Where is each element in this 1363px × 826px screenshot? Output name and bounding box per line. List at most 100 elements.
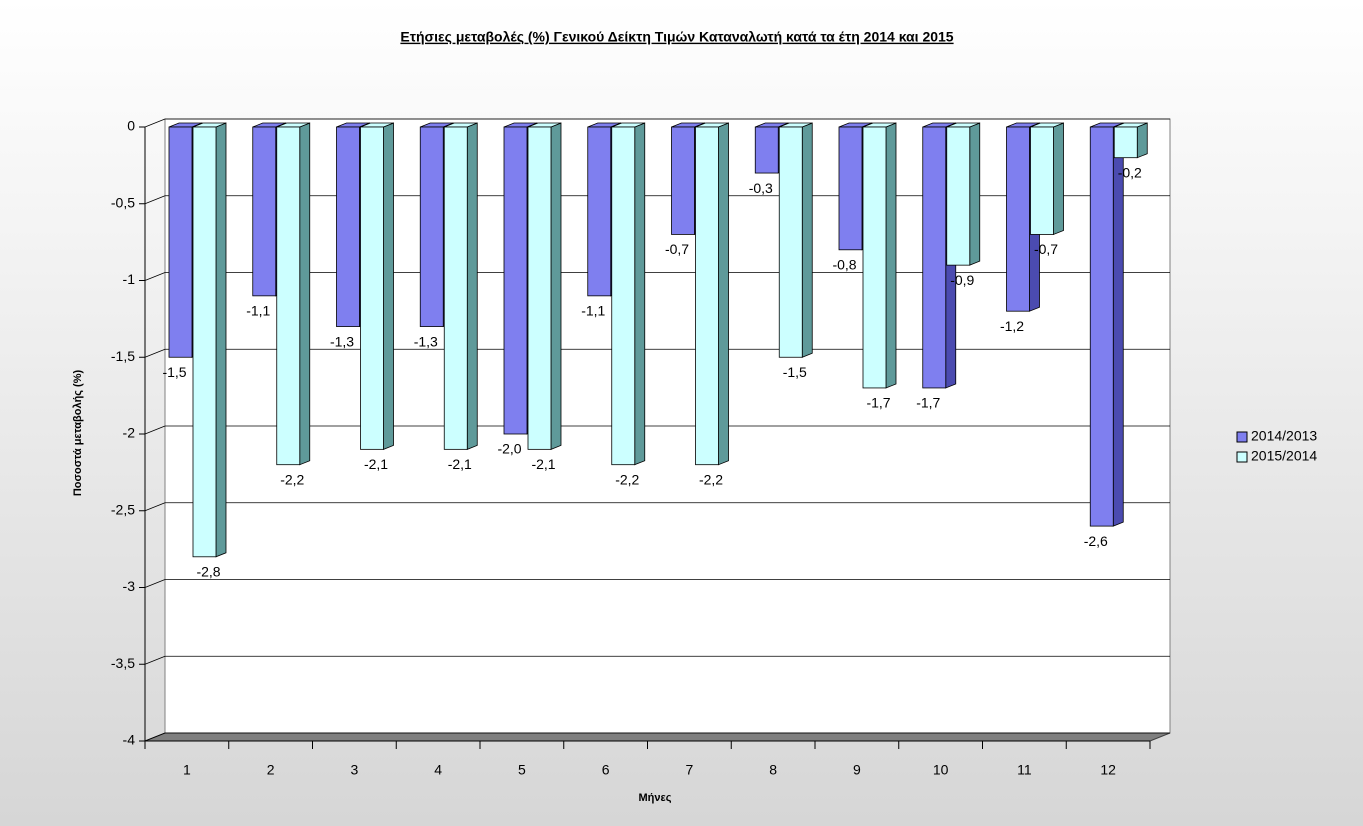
y-tick-label: -3,5 — [111, 655, 135, 671]
bar — [946, 122, 981, 266]
bar-front — [503, 126, 528, 435]
bar-front — [419, 126, 444, 327]
y-tick-label: -0,5 — [111, 194, 135, 210]
bar — [443, 122, 478, 450]
bar-front — [611, 126, 636, 466]
grid-connector — [144, 195, 166, 205]
bar — [862, 122, 897, 389]
grid-connector — [144, 425, 166, 435]
bar-front — [336, 126, 360, 327]
bar-side — [215, 122, 227, 558]
value-label: -1,5 — [162, 364, 186, 380]
x-tick-label: 11 — [1017, 762, 1032, 778]
bar-side — [634, 122, 646, 466]
bar-front — [1006, 126, 1030, 312]
bar-front — [838, 126, 863, 251]
grid-connector — [144, 348, 166, 358]
x-tick-label: 4 — [434, 762, 442, 778]
x-tick-label: 3 — [350, 762, 358, 778]
y-tick-label: -1 — [123, 271, 136, 287]
value-label: -1,5 — [783, 364, 807, 380]
chart-title: Ετήσιες μεταβολές (%) Γενικού Δείκτη Τιμ… — [400, 29, 953, 45]
bar-front — [946, 126, 971, 266]
y-tick-label: -2 — [123, 425, 136, 441]
value-label: -1,1 — [246, 303, 270, 319]
bar-side — [885, 122, 897, 389]
y-tick-label: 0 — [127, 118, 135, 134]
value-label: -1,2 — [1000, 318, 1024, 334]
x-tick-label: 8 — [769, 762, 777, 778]
value-label: -1,7 — [866, 395, 890, 411]
legend-label: 2014/2013 — [1251, 428, 1317, 444]
value-label: -0,9 — [950, 272, 974, 288]
bar-side — [299, 122, 311, 466]
value-label: -0,7 — [1034, 241, 1058, 257]
bar-front — [587, 126, 612, 297]
bar-front — [443, 126, 468, 450]
bar — [778, 122, 813, 358]
grid-connector — [144, 579, 166, 588]
y-tick-label: -4 — [123, 732, 136, 748]
value-label: -2,1 — [531, 456, 555, 472]
value-label: -2,2 — [615, 471, 639, 487]
value-label: -2,6 — [1084, 533, 1108, 549]
bar-side — [1112, 122, 1124, 527]
y-axis-label: Ποσοστά μεταβολής (%) — [72, 370, 84, 497]
value-label: -2,2 — [699, 471, 723, 487]
bar-front — [1089, 126, 1114, 527]
legend-swatch — [1236, 431, 1248, 443]
bar — [1089, 122, 1124, 527]
bar — [1113, 122, 1148, 159]
value-label: -2,1 — [448, 456, 472, 472]
value-label: -0,3 — [749, 180, 773, 196]
x-tick-label: 10 — [933, 762, 949, 778]
bar-front — [252, 126, 277, 297]
y-tick-label: -1,5 — [111, 348, 135, 364]
y-tick-label: -2,5 — [111, 501, 135, 517]
value-label: -1,1 — [581, 303, 605, 319]
bar-side — [1053, 122, 1064, 236]
value-label: -1,3 — [330, 333, 354, 349]
x-tick-label: 9 — [853, 762, 861, 778]
x-tick-label: 5 — [518, 762, 526, 778]
value-label: -1,7 — [916, 395, 940, 411]
legend-label: 2015/2014 — [1251, 448, 1317, 464]
bar-side — [383, 122, 394, 450]
grid-connector — [144, 732, 166, 742]
x-tick-label: 1 — [183, 762, 191, 778]
bar-front — [671, 126, 695, 235]
bar — [527, 122, 562, 450]
bar-side — [1136, 122, 1148, 159]
bar-front — [276, 126, 301, 466]
bar — [1030, 122, 1064, 236]
bar-side — [550, 122, 562, 450]
x-tick-label: 12 — [1100, 762, 1116, 778]
bar-side — [969, 122, 981, 266]
bar-front — [1113, 126, 1138, 159]
legend-swatch — [1236, 451, 1248, 463]
floor — [144, 732, 1171, 742]
x-tick-label: 2 — [267, 762, 275, 778]
value-label: -2,8 — [196, 564, 220, 580]
grid-connector — [144, 655, 166, 665]
y-tick-label: -3 — [123, 578, 136, 594]
grid-connector — [144, 118, 166, 128]
bar-front — [1030, 126, 1054, 235]
x-axis-label: Μήνες — [639, 792, 672, 804]
bar-side — [466, 122, 478, 450]
value-label: -2,0 — [497, 441, 521, 457]
bar-front — [778, 126, 803, 358]
value-label: -1,3 — [414, 333, 438, 349]
grid-connector — [144, 502, 166, 512]
bar-side — [801, 122, 813, 358]
bar-front — [862, 126, 887, 389]
bar-front — [922, 126, 947, 389]
value-label: -0,7 — [665, 241, 689, 257]
bar — [611, 122, 646, 466]
value-label: -2,1 — [364, 456, 388, 472]
value-label: -2,2 — [280, 471, 304, 487]
bar — [192, 122, 227, 558]
bar — [360, 122, 394, 450]
bar-side — [718, 122, 729, 466]
